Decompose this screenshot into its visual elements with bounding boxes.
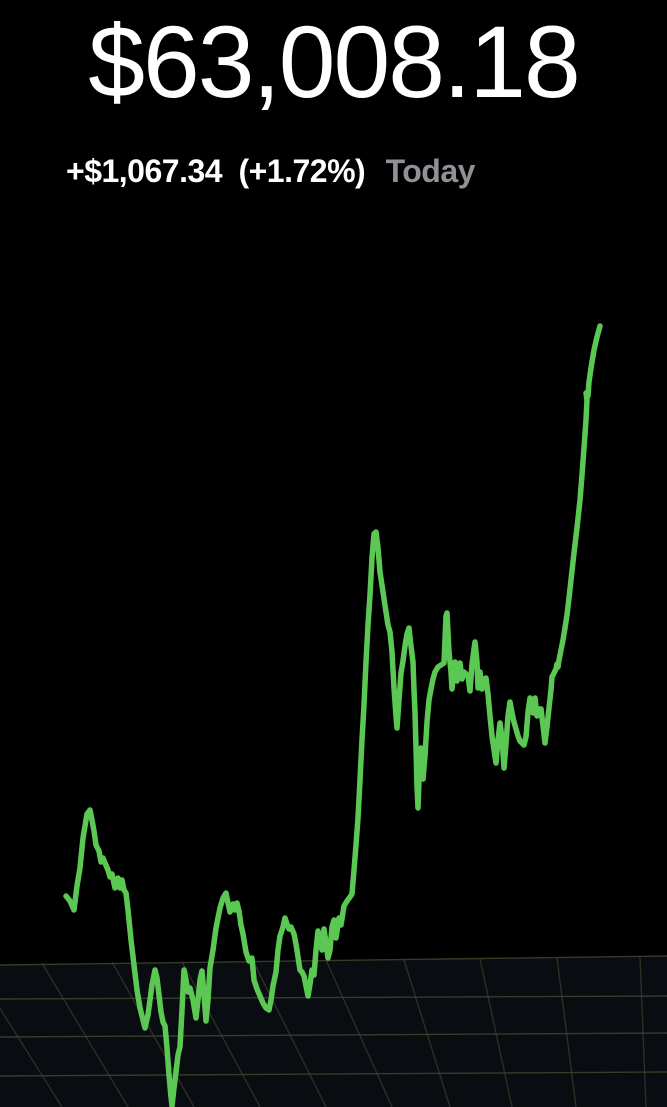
grid-line — [0, 1071, 667, 1077]
grid-lines — [0, 955, 667, 1107]
change-percent: (+1.72%) — [238, 153, 366, 189]
daily-change-row: +$1,067.34 (+1.72%) Today — [66, 153, 475, 190]
grid-line — [403, 959, 451, 1107]
grid-line — [0, 955, 667, 966]
grid-line — [556, 957, 577, 1107]
grid-line — [0, 1032, 667, 1038]
grid-line — [252, 960, 327, 1107]
grid-line — [0, 995, 667, 1000]
change-amount: +$1,067.34 — [66, 153, 223, 189]
grid-line — [0, 1007, 63, 1107]
price-line — [63, 323, 603, 1107]
period-label: Today — [385, 153, 476, 189]
grid-line — [41, 962, 129, 1107]
grid-line — [181, 961, 261, 1107]
portfolio-value: $63,008.18 — [88, 5, 581, 119]
grid-line — [111, 961, 195, 1107]
grid-line — [325, 959, 393, 1107]
grid-line — [639, 956, 647, 1107]
grid-line — [479, 958, 513, 1107]
